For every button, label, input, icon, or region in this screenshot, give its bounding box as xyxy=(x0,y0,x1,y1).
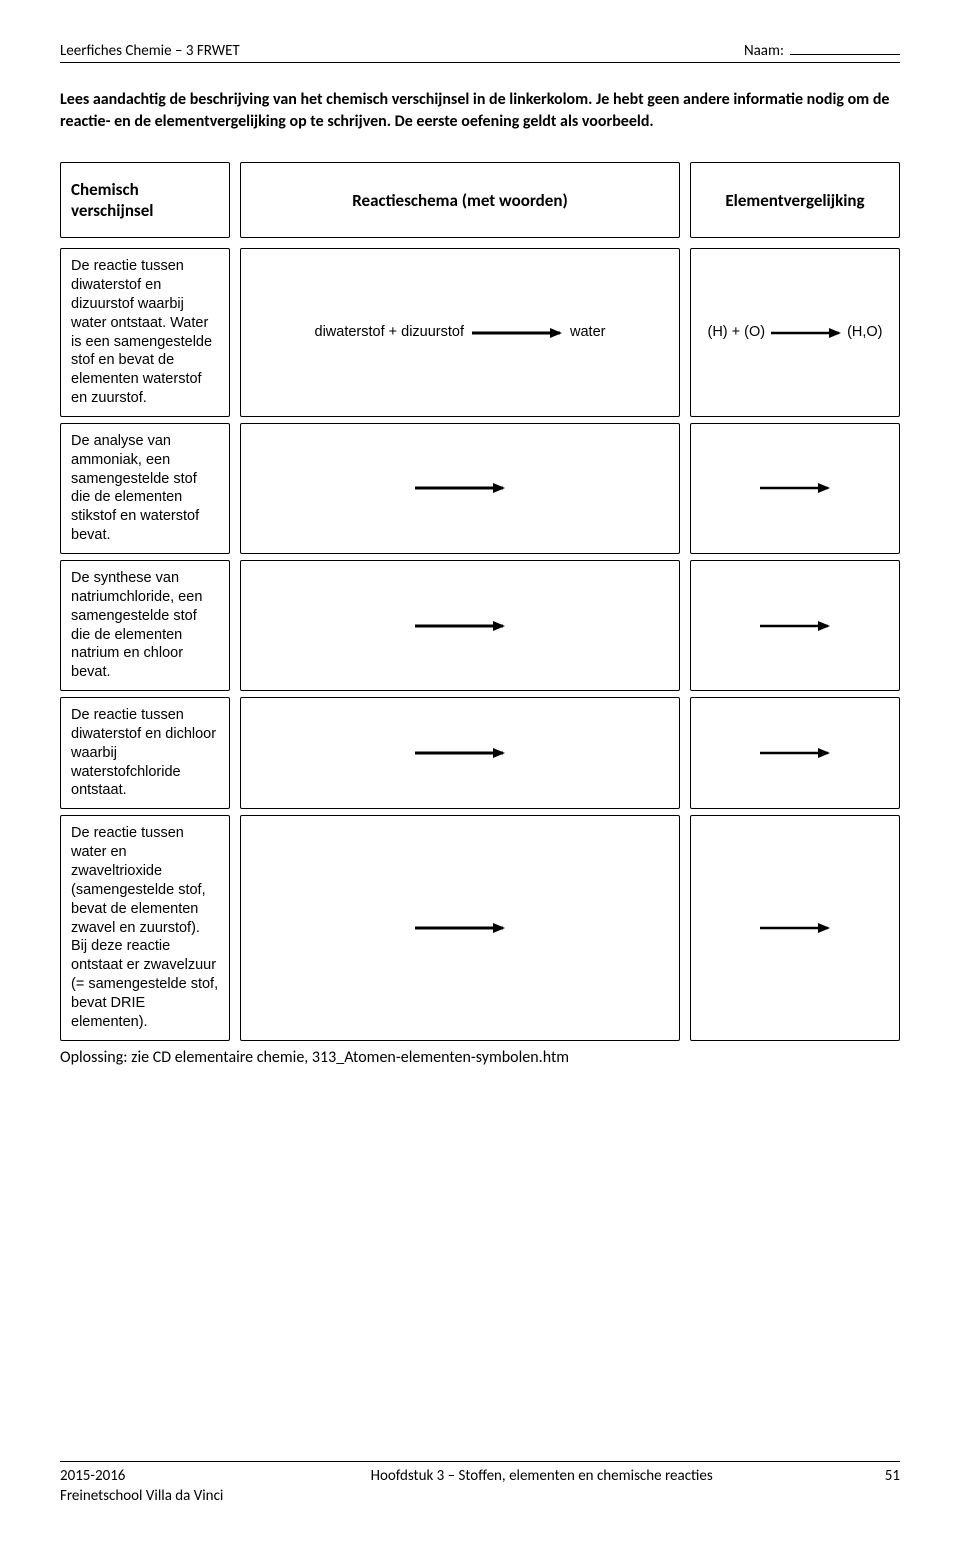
header-title: Leerfiches Chemie – 3 FRWET xyxy=(60,42,240,60)
arrow-icon xyxy=(760,617,830,635)
exercise-row: De analyse van ammoniak, een samengestel… xyxy=(60,423,900,554)
equation-right: (H,O) xyxy=(847,323,882,342)
row-reaction-schema xyxy=(240,697,680,809)
footer-year: 2015-2016 xyxy=(60,1467,125,1485)
header-rule xyxy=(60,62,900,63)
intro-text: Lees aandachtig de beschrijving van het … xyxy=(60,89,900,132)
footer-page: 51 xyxy=(860,1466,900,1507)
row-reaction-schema xyxy=(240,815,680,1040)
page-footer: 2015-2016 Freinetschool Villa da Vinci H… xyxy=(60,1461,900,1507)
arrow-icon xyxy=(415,919,505,937)
row-element-equation: (H) + (O) (H,O) xyxy=(690,248,900,417)
row-description: De reactie tussen diwaterstof en dichloo… xyxy=(60,697,230,809)
arrow-icon xyxy=(415,617,505,635)
name-blank-line xyxy=(790,40,900,55)
arrow-icon xyxy=(472,324,562,342)
reaction-left: diwaterstof + dizuurstof xyxy=(315,323,465,342)
arrow-icon xyxy=(760,919,830,937)
footer-left: 2015-2016 Freinetschool Villa da Vinci xyxy=(60,1466,223,1507)
name-field: Naam: xyxy=(744,40,900,60)
footer-center: Hoofdstuk 3 – Stoffen, elementen en chem… xyxy=(223,1466,860,1507)
reaction-right: water xyxy=(570,323,605,342)
exercise-row: De reactie tussen diwaterstof en dizuurs… xyxy=(60,248,900,417)
exercise-row: De reactie tussen diwaterstof en dichloo… xyxy=(60,697,900,809)
arrow-icon xyxy=(760,479,830,497)
row-reaction-schema xyxy=(240,560,680,691)
row-reaction-schema xyxy=(240,423,680,554)
exercise-row: De reactie tussen water en zwaveltrioxid… xyxy=(60,815,900,1040)
col-header-mid: Reactieschema (met woorden) xyxy=(240,162,680,238)
row-reaction-schema: diwaterstof + dizuurstof water xyxy=(240,248,680,417)
name-label: Naam: xyxy=(744,42,784,60)
row-description: De reactie tussen diwaterstof en dizuurs… xyxy=(60,248,230,417)
page-header: Leerfiches Chemie – 3 FRWET Naam: xyxy=(60,40,900,60)
row-element-equation xyxy=(690,697,900,809)
footer-school: Freinetschool Villa da Vinci xyxy=(60,1487,223,1505)
arrow-icon xyxy=(415,479,505,497)
table-header-row: Chemisch verschijnsel Reactieschema (met… xyxy=(60,162,900,238)
solution-text: Oplossing: zie CD elementaire chemie, 31… xyxy=(60,1047,900,1069)
row-element-equation xyxy=(690,815,900,1040)
equation-left: (H) + (O) xyxy=(707,323,765,342)
arrow-icon xyxy=(771,324,841,342)
row-description: De analyse van ammoniak, een samengestel… xyxy=(60,423,230,554)
row-element-equation xyxy=(690,560,900,691)
row-element-equation xyxy=(690,423,900,554)
exercise-row: De synthese van natriumchloride, een sam… xyxy=(60,560,900,691)
col-header-right: Elementvergelijking xyxy=(690,162,900,238)
row-description: De reactie tussen water en zwaveltrioxid… xyxy=(60,815,230,1040)
row-description: De synthese van natriumchloride, een sam… xyxy=(60,560,230,691)
footer-rule xyxy=(60,1461,900,1462)
arrow-icon xyxy=(760,744,830,762)
arrow-icon xyxy=(415,744,505,762)
exercise-rows: De reactie tussen diwaterstof en dizuurs… xyxy=(60,248,900,1040)
col-header-left: Chemisch verschijnsel xyxy=(60,162,230,238)
